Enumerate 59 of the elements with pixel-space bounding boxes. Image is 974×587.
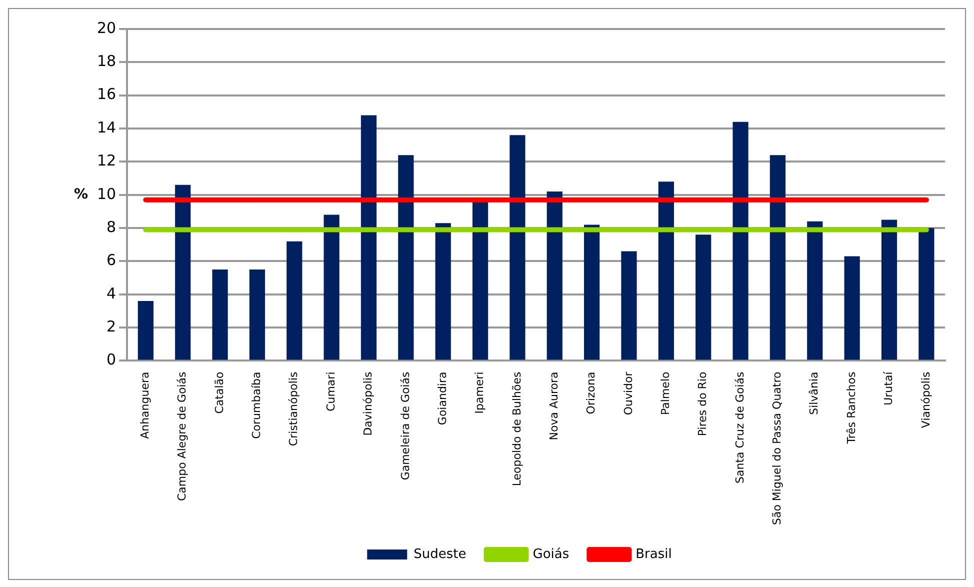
bar — [175, 184, 191, 360]
bar — [546, 192, 562, 360]
x-tick-label: Orizona — [584, 372, 598, 414]
bar — [286, 241, 302, 360]
x-tick-label: Silvânia — [808, 372, 821, 415]
bar — [398, 155, 414, 360]
y-tick-label: 8 — [106, 218, 116, 236]
bar — [918, 228, 934, 360]
x-tick-label: Palmelo — [659, 371, 672, 415]
legend-label: Sudeste — [414, 546, 466, 562]
x-tick-label: Três Ranchos — [844, 371, 858, 445]
x-tick-label: São Miguel do Passa Quatro — [770, 371, 784, 526]
x-tick-label: Campo Alegre de Goiás — [176, 371, 189, 501]
legend-label: Goiás — [532, 546, 570, 562]
bar — [807, 221, 823, 360]
bar — [360, 115, 377, 360]
y-tick-label: 12 — [96, 152, 116, 170]
y-tick-label: 2 — [106, 317, 116, 336]
y-tick-label: 20 — [96, 18, 116, 37]
y-tick-label: 4 — [106, 284, 116, 302]
y-tick-label: 6 — [106, 251, 116, 270]
bar — [324, 214, 340, 360]
bar — [621, 251, 637, 360]
x-tick-label: Vianópolis — [919, 371, 932, 428]
bar — [881, 220, 898, 360]
bar — [770, 155, 786, 360]
x-tick-label: Gameleira de Goiás — [398, 371, 412, 480]
x-tick-label: Corumbaíba — [250, 372, 264, 439]
x-tick-label: Pires do Rio — [696, 371, 710, 436]
y-tick-label: 14 — [96, 118, 116, 136]
x-tick-label: Ipameri — [473, 372, 486, 414]
bar — [658, 182, 674, 360]
bar — [696, 234, 712, 360]
y-tick-label: 10 — [96, 184, 116, 203]
y-tick-label: 18 — [96, 52, 116, 70]
x-tick-label: Cumari — [324, 372, 338, 412]
x-tick-label: Cristianópolis — [287, 371, 300, 446]
bar — [435, 223, 451, 360]
y-tick-label: 16 — [96, 85, 116, 104]
bar — [732, 122, 748, 360]
bar — [249, 270, 266, 360]
x-tick-label: Santa Cruz de Goiás — [733, 371, 746, 484]
y-axis-title: % — [74, 186, 88, 203]
bar — [212, 270, 228, 360]
bar — [510, 135, 526, 360]
x-tick-label: Leopoldo de Bulhões — [510, 371, 524, 486]
x-tick-label: Urutaí — [882, 370, 896, 406]
x-tick-label: Goiandira — [436, 372, 449, 426]
x-tick-label: Nova Aurora — [547, 372, 560, 440]
bar — [844, 256, 860, 360]
legend-label: Brasil — [636, 546, 672, 562]
x-tick-label: Ouvidor — [622, 371, 635, 416]
bar — [472, 202, 488, 360]
y-tick-label: 0 — [106, 350, 116, 369]
x-tick-label: Catalão — [212, 371, 226, 414]
bar — [584, 224, 600, 360]
bar — [138, 301, 154, 360]
x-tick-label: Anhanguera — [138, 372, 152, 439]
x-tick-label: Davinópolis — [362, 371, 375, 436]
